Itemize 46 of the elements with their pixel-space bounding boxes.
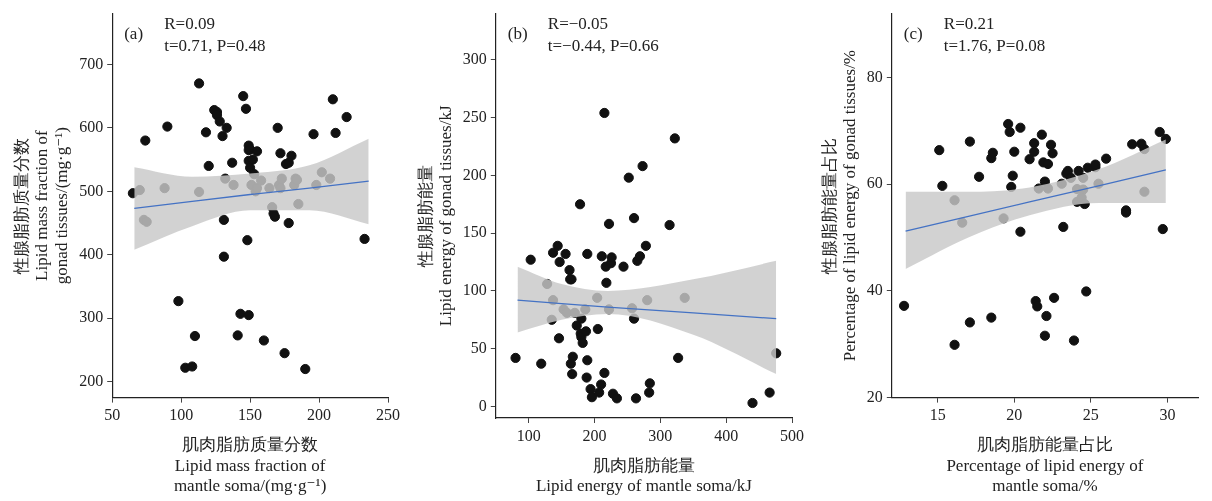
annotation: t=1.76, P=0.08 xyxy=(943,35,1046,55)
annotation: (b) xyxy=(507,23,528,43)
x-tick-label: 100 xyxy=(516,426,541,444)
x-tick-label: 25 xyxy=(1082,406,1099,424)
x-tick-label: 200 xyxy=(582,426,607,444)
x-axis-title: 肌肉脂肪能量占比 Percentage of lipid energy of mantle soma/% xyxy=(946,435,1144,496)
annotation: R=0.09 xyxy=(164,13,215,33)
y-tick-label: 80 xyxy=(866,67,883,85)
x-tick-label: 200 xyxy=(307,406,332,424)
annotation: t=0.71, P=0.48 xyxy=(164,35,266,55)
annotation: R=0.21 xyxy=(943,13,995,33)
y-tick-label: 150 xyxy=(462,223,487,241)
y-tick-label: 400 xyxy=(79,244,104,262)
x-tick-label: 400 xyxy=(714,426,739,444)
x-tick-label: 300 xyxy=(648,426,673,444)
y-axis-title: 性腺脂肪质量分数 Lipid mass fraction of gonad tissues/(mg·g⁻¹) xyxy=(11,127,72,285)
x-tick-label: 150 xyxy=(238,406,263,424)
y-tick-label: 60 xyxy=(866,174,883,192)
x-tick-label: 20 xyxy=(1006,406,1023,424)
x-tick-label: 15 xyxy=(929,406,946,424)
annotation: t=−0.44, P=0.66 xyxy=(547,35,659,55)
x-tick-label: 30 xyxy=(1159,406,1176,424)
y-axis-title: 性腺脂肪能量占比 Percentage of lipid energy of gonad tissues/% xyxy=(819,49,860,362)
y-tick-label: 600 xyxy=(79,118,104,136)
y-axis-title: 性腺脂肪能量 Lipid energy of gonad tissues/kJ xyxy=(415,105,456,327)
y-tick-label: 200 xyxy=(79,371,104,389)
y-tick-label: 100 xyxy=(462,281,487,299)
x-tick-label: 100 xyxy=(169,406,194,424)
x-tick-label: 250 xyxy=(376,406,400,424)
y-tick-label: 50 xyxy=(470,338,487,356)
y-tick-label: 300 xyxy=(462,50,487,68)
annotation: R=−0.05 xyxy=(547,13,609,33)
x-axis-title: 肌肉脂肪能量 Lipid energy of mantle soma/kJ xyxy=(535,455,753,496)
y-tick-label: 500 xyxy=(79,181,104,199)
annotation: (a) xyxy=(124,23,144,43)
annotation: (c) xyxy=(903,23,923,43)
y-tick-label: 200 xyxy=(462,165,487,183)
x-tick-label: 50 xyxy=(104,406,121,424)
y-tick-label: 700 xyxy=(79,54,104,72)
x-tick-label: 500 xyxy=(780,426,804,444)
y-tick-label: 0 xyxy=(478,396,487,414)
y-tick-label: 250 xyxy=(462,107,487,125)
y-tick-label: 20 xyxy=(866,387,883,405)
x-axis-title: 肌肉脂肪质量分数 Lipid mass fraction of mantle soma/(mg·g⁻¹) xyxy=(173,435,327,496)
y-tick-label: 40 xyxy=(866,281,883,299)
y-tick-label: 300 xyxy=(79,308,104,326)
